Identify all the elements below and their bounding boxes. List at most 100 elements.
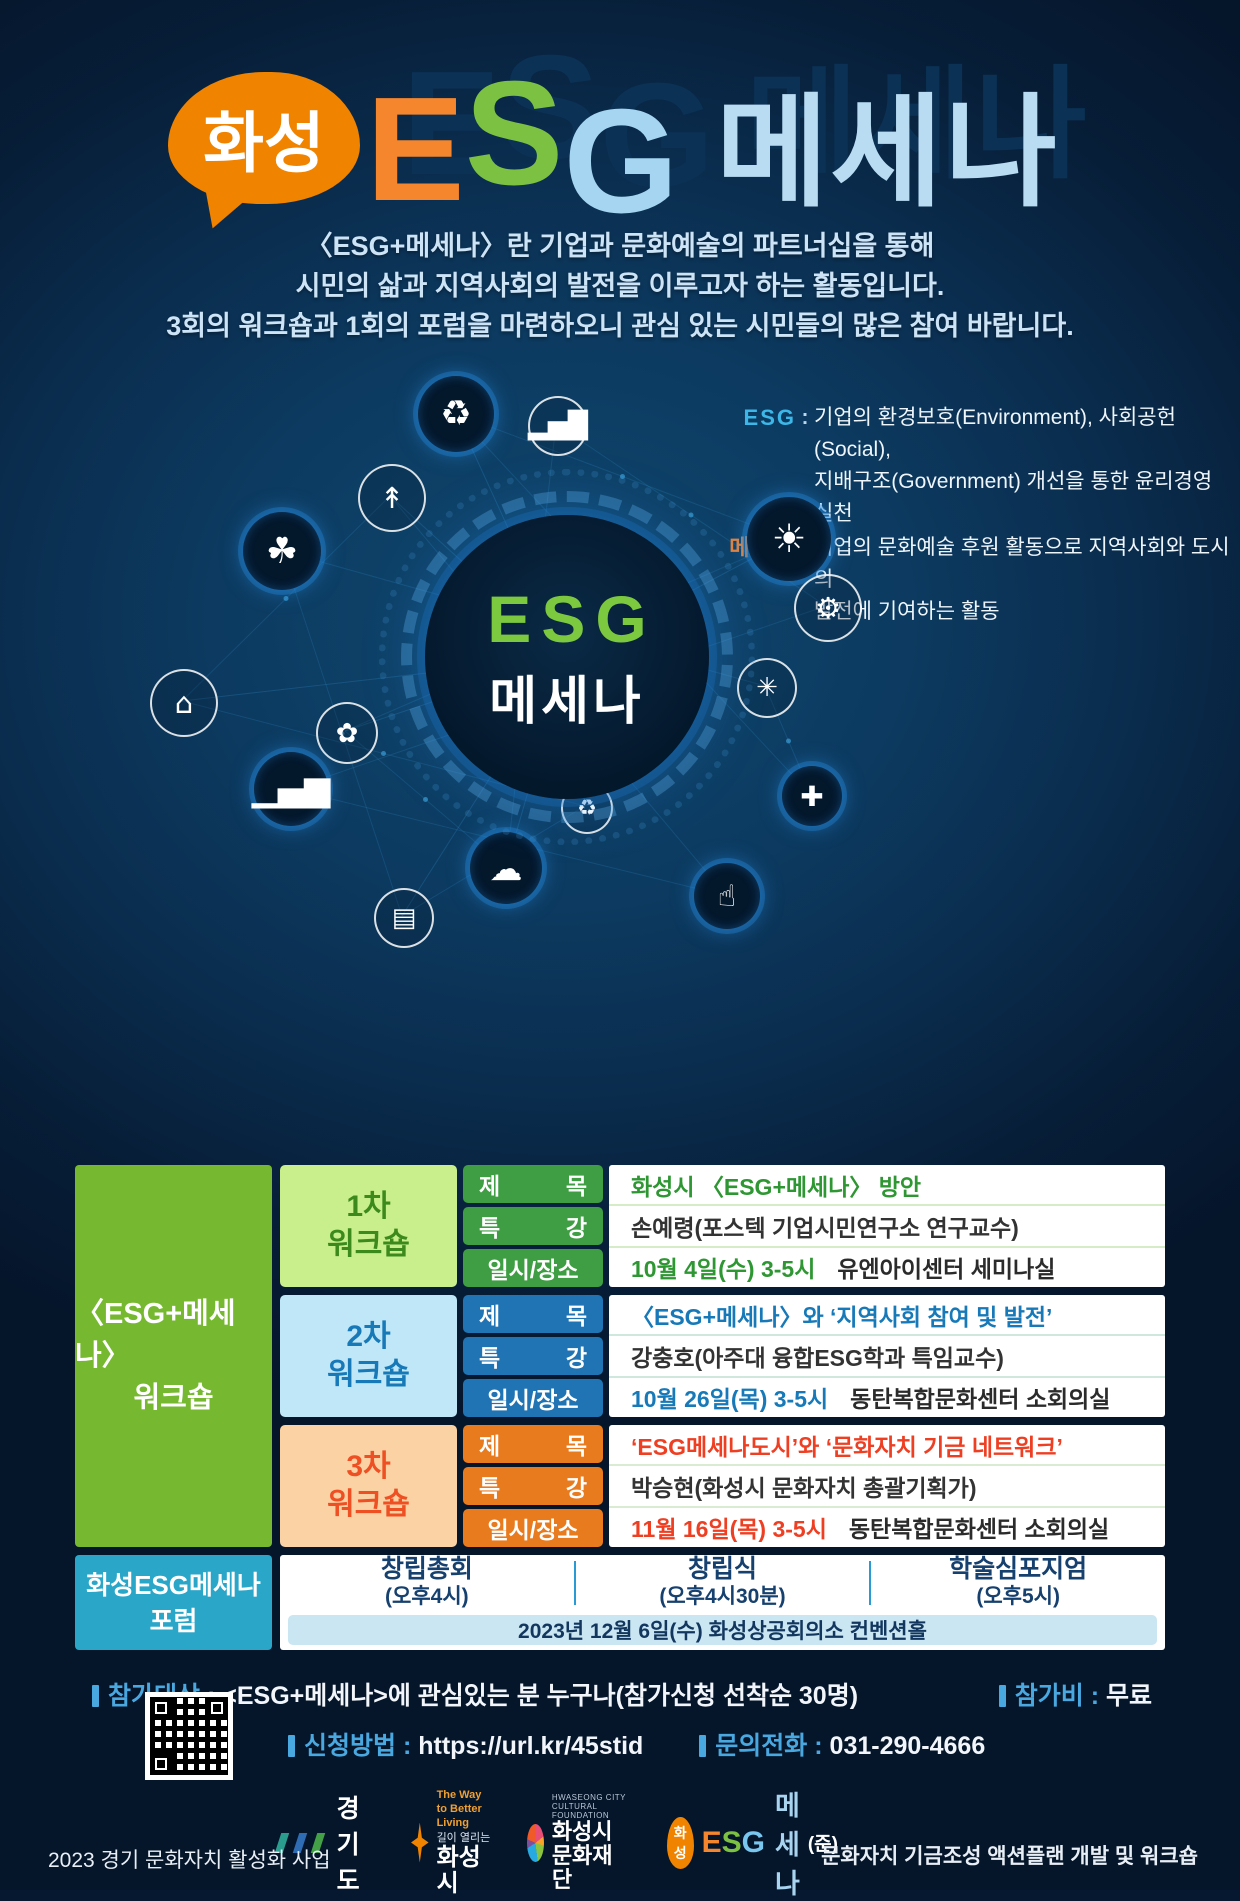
hwaseong-city-logo: The Way to Better Living 길이 열리는 화성시 bbox=[411, 1788, 493, 1897]
workshop2-datetime-venue: 10월 26일(목) 3-5시 동탄복합문화센터 소회의실 bbox=[609, 1375, 1165, 1417]
apply-info: 신청방법 : https://url.kr/45stid bbox=[288, 1726, 643, 1762]
mecenat-title: 메세나 bbox=[716, 85, 1059, 221]
label-lecture-right: 강 bbox=[565, 1475, 587, 1501]
wind-turbine-icon: ↟ bbox=[358, 464, 426, 532]
network-graphic: ♻▂▅█↟☘☀⚙⌂✳✿▁▄▆♻✚☁☝▤ ESG 메세나 bbox=[0, 360, 1240, 1000]
forum-event-2-name: 창립식 bbox=[688, 1555, 758, 1583]
esg-letter-s: S bbox=[464, 51, 564, 216]
solar-panel-icon: ☀ bbox=[747, 497, 831, 581]
phone-value: 031-290-4666 bbox=[829, 1732, 986, 1760]
mini-esg-letters: ESG bbox=[702, 1826, 765, 1860]
workshop1-stage-sub: 워크숍 bbox=[327, 1228, 410, 1261]
forum-header-line2: 포럼 bbox=[149, 1605, 198, 1636]
workshop1-title: 화성시 〈ESG+메세나〉 방안 bbox=[631, 1173, 922, 1200]
hwaseong-tagline: The Way to Better Living bbox=[436, 1789, 482, 1829]
workshop-header-line1: 〈ESG+메세나〉 bbox=[75, 1298, 236, 1372]
plant-icon: ✿ bbox=[316, 702, 378, 764]
fee-info: 참가비 : 무료 bbox=[998, 1676, 1152, 1712]
label-title-right: 목 bbox=[565, 1173, 587, 1199]
plus-icon: ✚ bbox=[782, 766, 842, 826]
forum-event-2: 창립식 (오후4시30분) bbox=[576, 1555, 870, 1611]
workshop-header-cell: 〈ESG+메세나〉 워크숍 bbox=[75, 1165, 272, 1547]
label-datetime-venue: 일시/장소 bbox=[463, 1249, 603, 1287]
label-title-left: 제 bbox=[479, 1303, 501, 1329]
apply-url-link[interactable]: https://url.kr/45stid bbox=[418, 1732, 644, 1760]
workshop2-lecturer: 강충호(아주대 융합ESG학과 특임교수) bbox=[609, 1334, 1165, 1375]
workshop2-stage: 2차 bbox=[346, 1320, 391, 1353]
apply-label: 신청방법 bbox=[304, 1732, 397, 1760]
workshop3-stage-cell: 3차 워크숍 bbox=[280, 1425, 457, 1547]
foundation-sub: HWASEONG CITY CULTURAL FOUNDATION bbox=[551, 1793, 626, 1820]
colon: : bbox=[801, 406, 809, 429]
mini-letter-e: E bbox=[701, 1825, 722, 1859]
building-icon: ▤ bbox=[374, 888, 434, 948]
label-title-right: 목 bbox=[565, 1433, 587, 1459]
forum-event-2-time: (오후4시30분) bbox=[659, 1585, 786, 1608]
fee-label: 참가비 bbox=[1014, 1682, 1084, 1710]
esg-letter-g: G bbox=[563, 79, 679, 244]
leaf-icon: ☘ bbox=[243, 512, 321, 590]
label-lecture-right: 강 bbox=[565, 1215, 587, 1241]
bar-icon bbox=[92, 1685, 99, 1707]
esg-definition-line2: 지배구조(Government) 개선을 통한 윤리경영 실천 bbox=[814, 470, 1213, 525]
workshop3-stage-sub: 워크숍 bbox=[327, 1488, 410, 1521]
label-title-left: 제 bbox=[479, 1433, 501, 1459]
label-datetime-text: 일시/장소 bbox=[487, 1257, 579, 1283]
star-icon bbox=[411, 1822, 429, 1863]
label-title-right: 목 bbox=[565, 1303, 587, 1329]
divider bbox=[573, 1561, 576, 1605]
esg-definition-line1: 기업의 환경보호(Environment), 사회공헌(Social), bbox=[814, 406, 1176, 461]
mini-letter-g: G bbox=[741, 1825, 766, 1859]
qr-finder-icon bbox=[150, 1697, 172, 1719]
esg-definition-term: ESG bbox=[743, 405, 796, 430]
application-info-line: 신청방법 : https://url.kr/45stid 문의전화 : 031-… bbox=[288, 1726, 985, 1762]
mini-speech-bubble: 화성 bbox=[666, 1816, 694, 1869]
label-datetime-venue: 일시/장소 bbox=[463, 1379, 603, 1417]
forum-event-3: 학술심포지엄 (오후5시) bbox=[871, 1555, 1165, 1611]
workshop2-values: 〈ESG+메세나〉와 ‘지역사회 참여 및 발전’ 강충호(아주대 융합ESG학… bbox=[609, 1295, 1165, 1417]
label-title-left: 제 bbox=[479, 1173, 501, 1199]
center-esg-text: ESG bbox=[487, 581, 657, 656]
fee-value: 무료 bbox=[1105, 1682, 1152, 1710]
colon: : bbox=[814, 1732, 823, 1760]
bottom-left-caption: 2023 경기 문화자치 활성화 사업 bbox=[48, 1849, 331, 1872]
esg-definition-text: 기업의 환경보호(Environment), 사회공헌(Social), 지배구… bbox=[814, 402, 1230, 530]
center-emblem: ESG 메세나 bbox=[379, 469, 755, 845]
mini-mecenat-label: 메세나 bbox=[775, 1791, 800, 1899]
intro-line-2: 시민의 삶과 지역사회의 발전을 이루고자 하는 활동입니다. bbox=[295, 271, 945, 301]
workshop3-stage: 3차 bbox=[346, 1450, 391, 1483]
bar-icon bbox=[288, 1735, 295, 1757]
bar-icon bbox=[699, 1735, 707, 1757]
phone-info: 문의전화 : 031-290-4666 bbox=[699, 1726, 985, 1762]
schedule-side-column: 〈ESG+메세나〉 워크숍 화성ESG메세나 포럼 bbox=[75, 1165, 272, 1650]
workshop2-datetime: 10월 26일(목) 3-5시 bbox=[631, 1386, 829, 1413]
foundation-logo-label: 화성시문화재단 bbox=[551, 1819, 613, 1892]
factory-icon: ⌂ bbox=[150, 669, 218, 737]
label-datetime-venue: 일시/장소 bbox=[463, 1509, 603, 1547]
center-mecenat-text: 메세나 bbox=[489, 672, 645, 731]
hwaseong-sub: 길이 열리는 bbox=[436, 1832, 491, 1844]
workshop1-stage: 1차 bbox=[346, 1190, 391, 1223]
hwaseong-speech-bubble: 화성 bbox=[168, 72, 360, 204]
forum-header-cell: 화성ESG메세나 포럼 bbox=[75, 1555, 272, 1650]
workshop3-values: ‘ESG메세나도시’와 ‘문화자치 기금 네트워크’ 박승현(화성시 문화자치 … bbox=[609, 1425, 1165, 1547]
workshop1-values: 화성시 〈ESG+메세나〉 방안 손예령(포스텍 기업시민연구소 연구교수) 1… bbox=[609, 1165, 1165, 1287]
colon: : bbox=[402, 1732, 412, 1760]
colon: : bbox=[1090, 1682, 1100, 1710]
esg-title: ESG bbox=[366, 60, 679, 236]
landscape-icon: ☁ bbox=[470, 832, 542, 904]
forum-event-1-name: 창립총회 bbox=[380, 1555, 473, 1583]
workshop3-datetime: 11월 16일(목) 3-5시 bbox=[631, 1516, 827, 1543]
hwaseong-logo-label: 화성시 bbox=[436, 1844, 481, 1897]
mini-letter-s: S bbox=[721, 1825, 742, 1859]
esg-mecenat-logo: 화성 ESG 메세나 (준) bbox=[666, 1784, 838, 1901]
esg-definition: ESG : 기업의 환경보호(Environment), 사회공헌(Social… bbox=[700, 402, 1230, 530]
